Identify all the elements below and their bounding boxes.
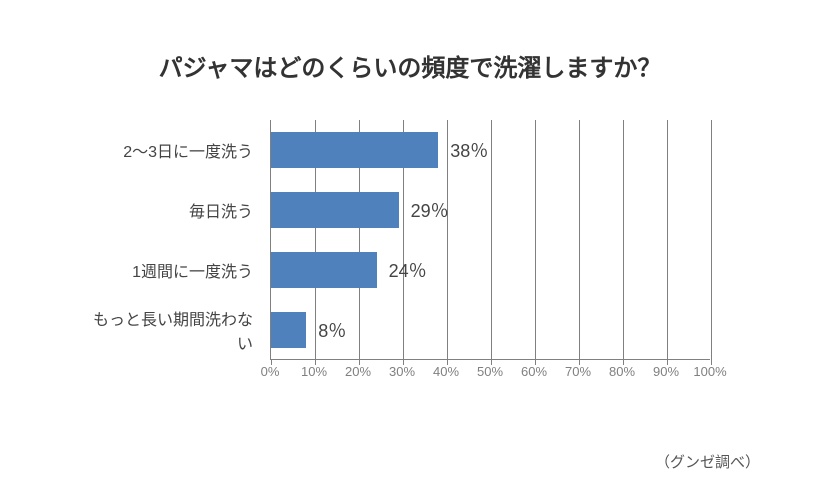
value-label: 38％	[450, 137, 488, 163]
x-tick-label: 90%	[653, 364, 679, 379]
bar-row: 2～3日に一度洗う 38％	[271, 120, 710, 180]
value-label: 24％	[389, 257, 427, 283]
bar	[271, 252, 377, 288]
x-tick-label: 80%	[609, 364, 635, 379]
plot-region: 2～3日に一度洗う 38％ 毎日洗う 29％ 1週間に一度洗う 24％ もっと長…	[270, 120, 710, 360]
bar-row: もっと長い期間洗わない 8％	[271, 300, 710, 360]
category-label: 2～3日に一度洗う	[81, 138, 261, 162]
source-credit: （グンゼ調べ）	[655, 451, 760, 472]
bar-row: 毎日洗う 29％	[271, 180, 710, 240]
x-tick-label: 40%	[433, 364, 459, 379]
category-label: もっと長い期間洗わない	[81, 306, 261, 354]
value-label: 29％	[411, 197, 449, 223]
category-label: 毎日洗う	[81, 198, 261, 222]
x-tick-label: 20%	[345, 364, 371, 379]
category-label: 1週間に一度洗う	[81, 258, 261, 282]
x-tick-label: 60%	[521, 364, 547, 379]
x-axis-labels: 0% 10% 20% 30% 40% 50% 60% 70% 80% 90% 1…	[270, 364, 710, 384]
bar	[271, 132, 438, 168]
bar	[271, 192, 399, 228]
x-tick-label: 10%	[301, 364, 327, 379]
chart-title: パジャマはどのくらいの頻度で洗濯しますか？	[0, 48, 820, 83]
value-label: 8％	[318, 317, 346, 343]
chart-area: 2～3日に一度洗う 38％ 毎日洗う 29％ 1週間に一度洗う 24％ もっと長…	[90, 120, 730, 400]
x-tick-label: 70%	[565, 364, 591, 379]
bar-row: 1週間に一度洗う 24％	[271, 240, 710, 300]
gridline	[711, 120, 712, 359]
x-tick-label: 100%	[693, 364, 726, 379]
bar	[271, 312, 306, 348]
x-tick-label: 30%	[389, 364, 415, 379]
x-tick-label: 0%	[261, 364, 280, 379]
x-tick-label: 50%	[477, 364, 503, 379]
